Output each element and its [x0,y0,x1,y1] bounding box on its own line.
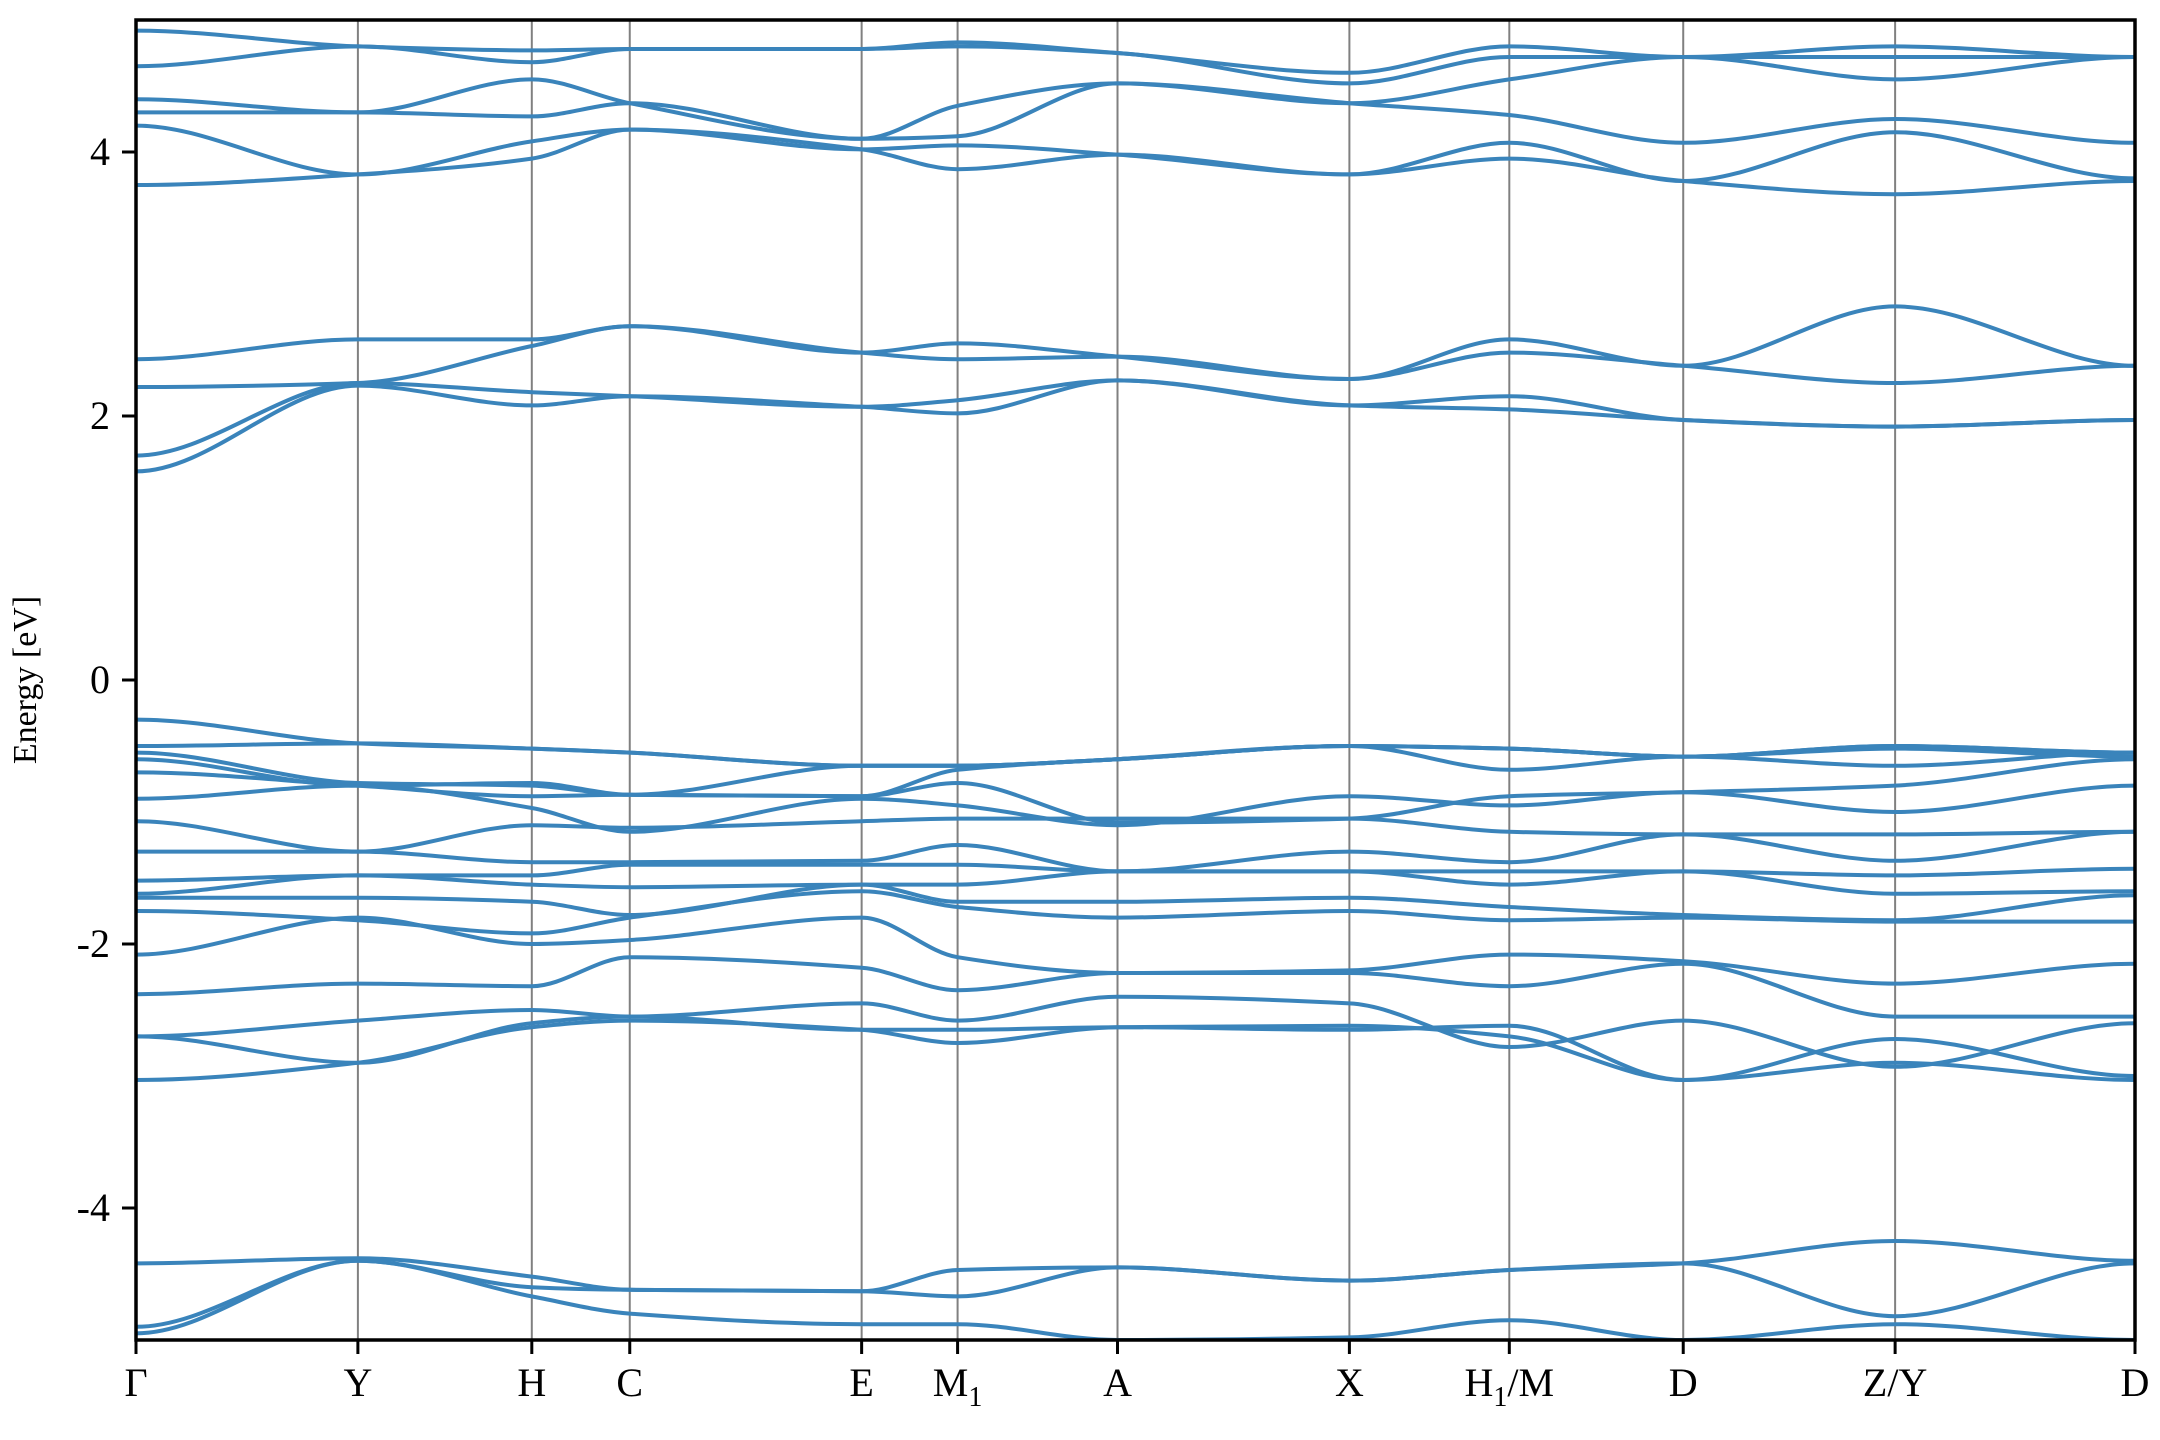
plot-frame [134,18,2137,1342]
band-lines [136,28,2135,1340]
band-line [136,829,2135,874]
x-tick-label: D [1669,1360,1698,1405]
y-tick-label: 2 [90,393,110,438]
y-tick-label: 0 [90,657,110,702]
x-tick-label: E [849,1360,873,1405]
band-line [136,717,2135,768]
band-line [136,123,2135,183]
x-tick-label: H1/M [1465,1360,1555,1413]
band-line [136,994,2135,1069]
band-line [136,882,2135,923]
band-line [136,955,2135,1019]
x-tick-label: H [517,1360,546,1405]
band-line [136,757,2135,825]
band-line [136,324,2135,389]
x-tick-label: A [1103,1360,1132,1405]
y-axis: -4 -2 0 2 4 [77,129,136,1230]
band-line [136,81,2135,145]
x-tick-label: C [616,1360,643,1405]
kpoint-lines [356,20,1897,1340]
band-line [136,127,2135,197]
band-line [136,378,2135,458]
band-line [136,28,2135,75]
band-line [136,783,2135,834]
x-tick-label: Γ [124,1360,147,1405]
band-line [136,304,2135,381]
band-line [136,1014,2135,1082]
y-axis-label: Energy [eV] [7,596,44,764]
band-line [136,1018,2135,1082]
band-line [136,1258,2135,1329]
x-axis: Γ Y H C E M1 A X H1/M D Z/Y D [124,1340,2149,1413]
y-tick-label: -4 [77,1185,110,1230]
x-tick-label: X [1335,1360,1364,1405]
band-line [136,915,2135,986]
y-tick-label: -2 [77,921,110,966]
x-tick-label: Z/Y [1863,1360,1927,1405]
band-line [136,44,2135,86]
y-tick-label: 4 [90,129,110,174]
x-tick-label: D [2121,1360,2150,1405]
band-line [136,55,2135,141]
band-line [136,1239,2135,1294]
x-tick-label: Y [343,1360,372,1405]
x-tick-label: M1 [933,1360,983,1413]
